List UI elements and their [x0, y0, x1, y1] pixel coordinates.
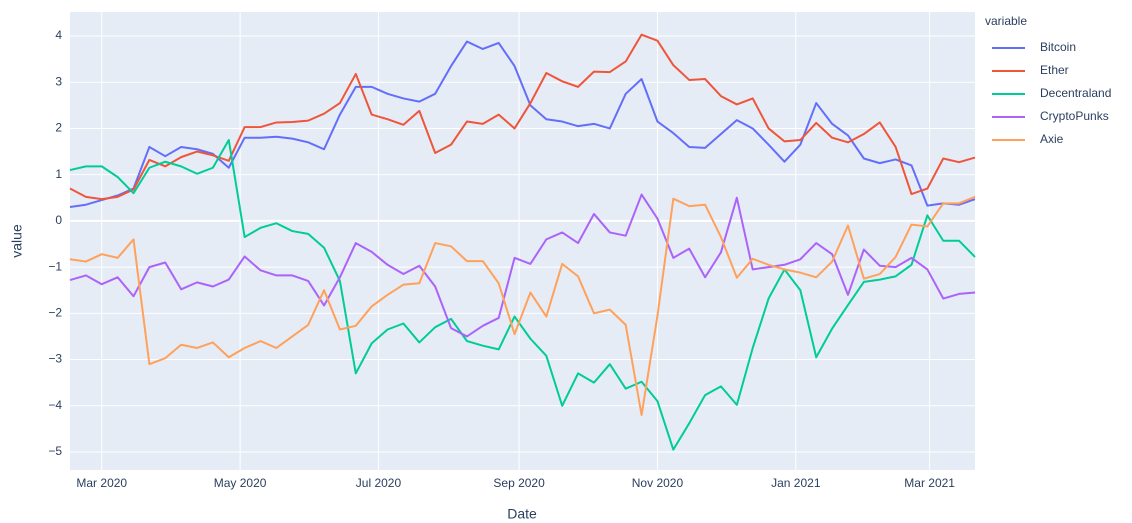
line	[69, 193, 976, 338]
y-tick-label: −1	[48, 259, 62, 273]
legend-label: Axie	[1040, 132, 1064, 146]
y-tick-label: −4	[48, 398, 62, 412]
x-tick-label: Mar 2021	[904, 476, 955, 490]
legend-label: Ether	[1040, 63, 1069, 77]
y-tick-label: 1	[55, 167, 62, 181]
y-tick-label: 0	[55, 213, 62, 227]
y-tick-label: 2	[55, 121, 62, 135]
line	[69, 139, 976, 451]
x-tick-label: Jan 2021	[771, 476, 821, 490]
legend-label: CryptoPunks	[1040, 109, 1109, 123]
line	[69, 195, 976, 416]
legend-label: Decentraland	[1040, 86, 1111, 100]
y-tick-label: 4	[55, 28, 62, 42]
x-tick-label: Nov 2020	[632, 476, 684, 490]
x-tick-label: May 2020	[214, 476, 267, 490]
x-axis-title: Date	[507, 506, 537, 522]
legend-title: variable	[985, 14, 1027, 28]
line	[69, 33, 976, 201]
x-tick-label: Sep 2020	[493, 476, 545, 490]
line	[69, 40, 976, 209]
legend-label: Bitcoin	[1040, 40, 1076, 54]
y-tick-label: 3	[55, 74, 62, 88]
y-axis-title: value	[9, 224, 25, 258]
x-tick-label: Mar 2020	[76, 476, 127, 490]
plot-area	[70, 12, 975, 470]
y-tick-label: −3	[48, 352, 62, 366]
x-tick-label: Jul 2020	[356, 476, 402, 490]
y-tick-label: −2	[48, 305, 62, 319]
y-tick-label: −5	[48, 444, 62, 458]
